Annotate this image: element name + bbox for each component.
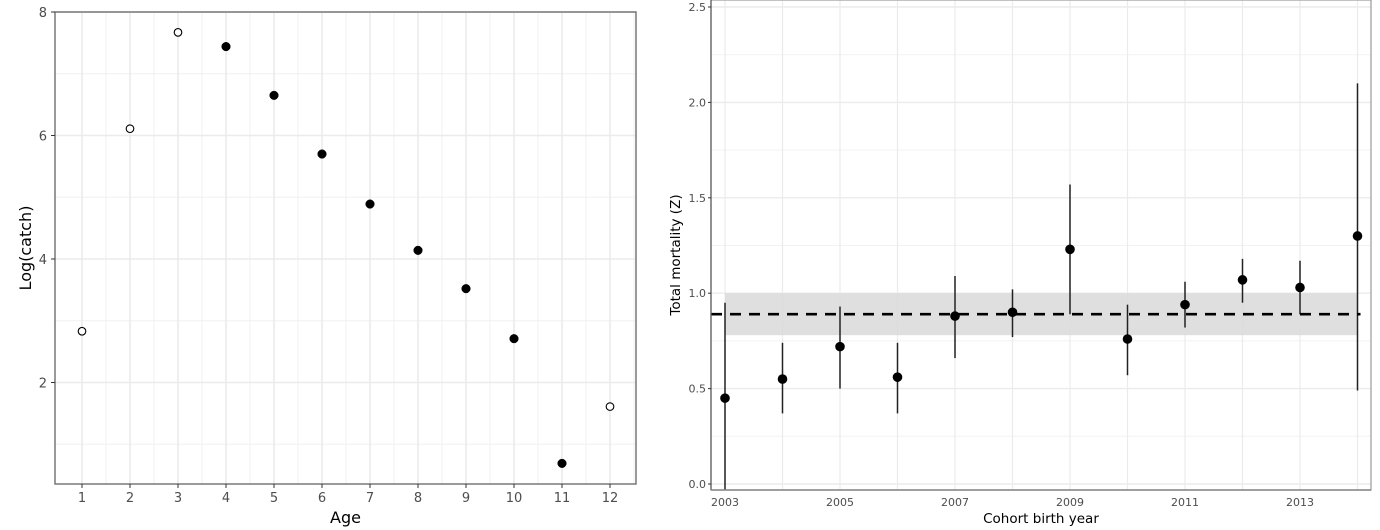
x-tick-label: 2003 xyxy=(711,496,739,509)
filled-point xyxy=(221,42,231,52)
y-tick-label: 2 xyxy=(39,377,47,392)
x-tick-label: 11 xyxy=(554,491,571,506)
estimate-point xyxy=(1180,299,1190,310)
y-tick-label: 2.0 xyxy=(689,96,707,109)
x-axis-title: Age xyxy=(330,508,361,527)
filled-point xyxy=(365,199,375,209)
x-tick-label: 10 xyxy=(506,491,523,506)
filled-point xyxy=(557,458,567,468)
x-tick-label: 2007 xyxy=(941,496,969,509)
x-tick-label: 4 xyxy=(222,491,230,506)
estimate-point xyxy=(777,374,788,384)
estimate-point xyxy=(1122,334,1133,344)
estimate-point xyxy=(1295,282,1305,293)
x-tick-label: 6 xyxy=(318,491,326,506)
x-axis-title: Cohort birth year xyxy=(983,511,1099,527)
y-tick-label: 4 xyxy=(39,253,47,268)
x-tick-label: 2013 xyxy=(1286,496,1314,509)
open-point xyxy=(173,28,183,37)
filled-point xyxy=(413,245,423,255)
filled-point xyxy=(269,90,279,100)
x-tick-label: 12 xyxy=(602,491,619,506)
filled-point xyxy=(509,334,519,344)
estimate-point xyxy=(1352,231,1363,241)
filled-point xyxy=(317,149,327,159)
panel-border xyxy=(54,11,637,485)
y-axis-title: Log(catch) xyxy=(16,206,35,291)
x-tick-label: 2 xyxy=(126,491,134,506)
estimate-point xyxy=(950,311,960,321)
open-point xyxy=(125,124,135,134)
estimate-point xyxy=(720,393,730,403)
estimate-point xyxy=(892,372,903,382)
y-tick-label: 8 xyxy=(39,6,47,21)
y-tick-label: 2.5 xyxy=(689,1,707,14)
x-tick-label: 3 xyxy=(174,491,182,506)
estimate-point xyxy=(1065,244,1075,255)
mortality-panel: 2003 2005 2007 2009 2011 2013 0.0 0.5 1.0 1.5 2.0 2… xyxy=(668,0,1372,527)
x-tick-label: 2009 xyxy=(1056,496,1084,509)
x-tick-label: 7 xyxy=(366,491,374,506)
x-tick-label: 9 xyxy=(462,491,470,506)
y-tick-label: 0.0 xyxy=(689,478,707,491)
open-point xyxy=(605,402,615,411)
open-point xyxy=(77,326,87,336)
y-tick-label: 0.5 xyxy=(689,383,707,396)
x-tick-label: 2005 xyxy=(826,496,854,509)
estimate-point xyxy=(835,341,845,352)
x-tick-label: 5 xyxy=(270,491,278,506)
y-axis-title: Total mortality (Z) xyxy=(668,194,684,316)
y-tick-label: 1.5 xyxy=(689,192,707,205)
estimate-point xyxy=(1007,307,1018,318)
filled-point xyxy=(461,284,471,294)
x-tick-label: 1 xyxy=(78,491,86,506)
y-tick-label: 1.0 xyxy=(689,287,707,300)
x-tick-label: 2011 xyxy=(1171,496,1199,509)
y-tick-label: 6 xyxy=(39,130,47,145)
x-tick-label: 8 xyxy=(414,491,422,506)
estimate-point xyxy=(1237,275,1248,285)
